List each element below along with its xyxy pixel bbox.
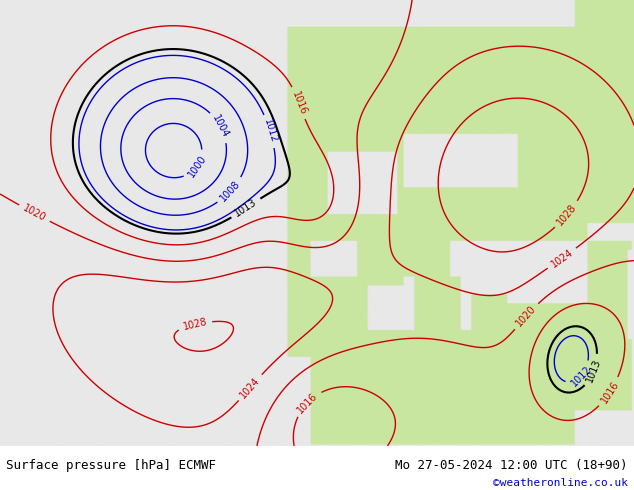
Text: 1020: 1020 <box>21 203 48 223</box>
Text: 1004: 1004 <box>210 114 231 140</box>
Text: Mo 27-05-2024 12:00 UTC (18+90): Mo 27-05-2024 12:00 UTC (18+90) <box>395 459 628 472</box>
Text: 1020: 1020 <box>514 304 538 329</box>
Text: 1012: 1012 <box>262 118 278 145</box>
Text: 1016: 1016 <box>295 391 320 415</box>
Text: 1000: 1000 <box>186 153 208 179</box>
Text: 1028: 1028 <box>182 317 208 332</box>
Text: 1008: 1008 <box>219 178 243 203</box>
Text: 1024: 1024 <box>238 375 262 400</box>
Text: 1024: 1024 <box>549 247 575 270</box>
Text: 1016: 1016 <box>290 90 308 116</box>
Text: 1012: 1012 <box>569 364 593 389</box>
Text: ©weatheronline.co.uk: ©weatheronline.co.uk <box>493 478 628 488</box>
Text: 1016: 1016 <box>599 379 621 405</box>
Text: 1028: 1028 <box>555 202 579 227</box>
Text: 1013: 1013 <box>233 197 259 219</box>
Text: Surface pressure [hPa] ECMWF: Surface pressure [hPa] ECMWF <box>6 459 216 472</box>
Text: 1013: 1013 <box>585 357 603 384</box>
